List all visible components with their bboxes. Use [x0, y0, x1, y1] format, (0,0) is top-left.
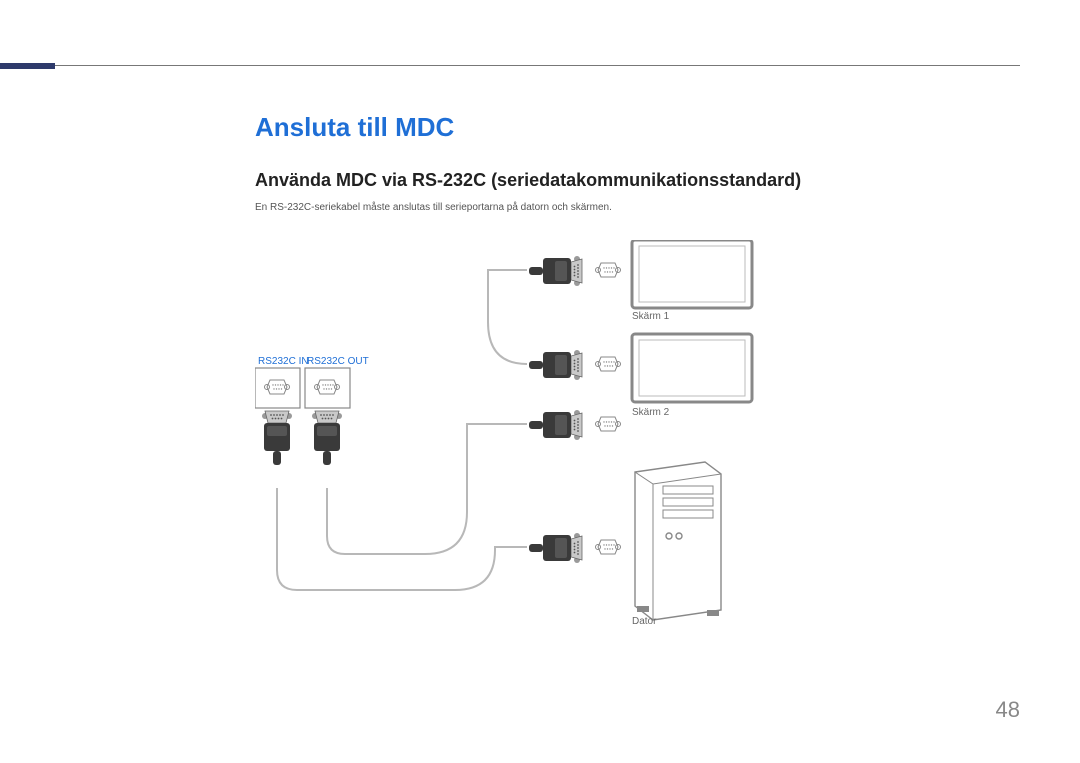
plug-monitor1-out: [529, 350, 582, 380]
screen-1-label: Skärm 1: [632, 311, 669, 322]
port-panel-in: [255, 368, 300, 408]
plug-monitor2-in: [529, 410, 582, 440]
port-monitor2-in: [596, 417, 621, 431]
diagram-svg: [255, 240, 815, 640]
plug-computer: [529, 533, 582, 563]
section-subheading: Använda MDC via RS-232C (seriedatakommun…: [255, 170, 801, 191]
rs232c-out-label: RS232C OUT: [307, 356, 369, 367]
computer-label: Dator: [632, 616, 656, 627]
body-text: En RS-232C-seriekabel måste anslutas til…: [255, 202, 612, 213]
computer-tower-icon: [635, 462, 721, 620]
plug-rs-in: [262, 411, 292, 465]
port-computer: [596, 540, 621, 554]
page-heading: Ansluta till MDC: [255, 112, 454, 143]
screen-2-label: Skärm 2: [632, 407, 669, 418]
rs232c-in-label: RS232C IN: [258, 356, 309, 367]
connection-diagram: RS232C IN RS232C OUT Skärm 1 Skärm 2 Dat…: [255, 240, 815, 640]
document-page: Ansluta till MDC Använda MDC via RS-232C…: [0, 0, 1080, 763]
accent-bar: [0, 63, 55, 69]
monitor-2-icon: [632, 334, 752, 402]
port-panel-out: [305, 368, 350, 408]
port-monitor1-out: [596, 357, 621, 371]
page-number: 48: [996, 697, 1020, 723]
port-monitor1-in: [596, 263, 621, 277]
plug-monitor1-in: [529, 256, 582, 286]
monitor-1-icon: [632, 240, 752, 308]
top-rule: [55, 65, 1020, 66]
plug-rs-out: [312, 411, 342, 465]
